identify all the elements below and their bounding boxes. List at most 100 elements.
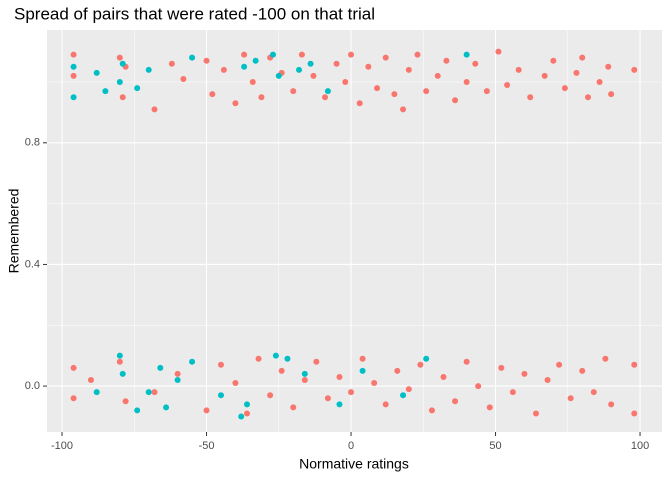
point [472, 60, 479, 67]
point [423, 88, 430, 95]
point [189, 358, 196, 365]
point [93, 69, 100, 76]
point [585, 94, 592, 101]
point [356, 100, 363, 107]
point [443, 57, 450, 64]
point [252, 57, 259, 64]
point [116, 352, 123, 359]
point [290, 404, 297, 411]
point [567, 395, 574, 402]
point [348, 51, 355, 58]
point [232, 380, 239, 387]
point [180, 75, 187, 82]
point [134, 85, 141, 92]
point [307, 60, 314, 67]
point [217, 361, 224, 368]
point [209, 91, 216, 98]
point [382, 54, 389, 61]
point [70, 94, 77, 101]
point [322, 94, 329, 101]
point [509, 389, 516, 396]
x-tick-label: -50 [199, 440, 215, 452]
point [258, 94, 265, 101]
point [374, 85, 381, 92]
point [608, 401, 615, 408]
point [342, 78, 349, 85]
point [405, 386, 412, 393]
point [561, 85, 568, 92]
point [241, 63, 248, 70]
point [579, 54, 586, 61]
point [93, 389, 100, 396]
point [243, 410, 250, 417]
point [70, 364, 77, 371]
point [116, 54, 123, 61]
point [232, 100, 239, 107]
point [313, 358, 320, 365]
point [336, 401, 343, 408]
point [189, 54, 196, 61]
point [483, 88, 490, 95]
point [203, 407, 210, 414]
point [255, 355, 262, 362]
point [504, 82, 511, 89]
chart-title: Spread of pairs that were rated -100 on … [14, 4, 375, 23]
y-tick-label: 0.0 [25, 380, 40, 392]
point [602, 355, 609, 362]
point [298, 51, 305, 58]
point [267, 392, 274, 399]
point [290, 88, 297, 95]
point [203, 57, 210, 64]
point [134, 407, 141, 414]
point [70, 51, 77, 58]
point [440, 373, 447, 380]
point [336, 373, 343, 380]
point [151, 106, 158, 113]
point [486, 404, 493, 411]
plot-panel [47, 30, 662, 432]
point [463, 51, 470, 58]
point [359, 367, 366, 374]
x-tick-label: -100 [51, 440, 73, 452]
point [428, 407, 435, 414]
point [278, 367, 285, 374]
point [272, 352, 279, 359]
y-tick-label: 0.4 [25, 258, 40, 270]
point [365, 63, 372, 70]
point [631, 66, 638, 73]
point [301, 377, 308, 384]
x-axis-label: Normative ratings [299, 456, 409, 472]
y-tick-label: 0.8 [25, 137, 40, 149]
point [70, 63, 77, 70]
point [122, 398, 129, 405]
point [608, 91, 615, 98]
point [270, 51, 277, 58]
y-axis-label: Remembered [6, 189, 22, 274]
point [87, 377, 94, 384]
point [145, 66, 152, 73]
point [157, 364, 164, 371]
point [515, 66, 522, 73]
point [521, 370, 528, 377]
point [573, 69, 580, 76]
point [284, 355, 291, 362]
point [605, 63, 612, 70]
point [116, 78, 123, 85]
point [434, 72, 441, 79]
point [174, 370, 181, 377]
point [596, 78, 603, 85]
point [238, 413, 245, 420]
point [348, 389, 355, 396]
point [119, 370, 126, 377]
point [631, 410, 638, 417]
point [400, 106, 407, 113]
point [405, 66, 412, 73]
point [116, 358, 123, 365]
point [400, 392, 407, 399]
point [382, 401, 389, 408]
point [324, 395, 331, 402]
point [296, 66, 303, 73]
point [452, 398, 459, 405]
point [163, 404, 170, 411]
